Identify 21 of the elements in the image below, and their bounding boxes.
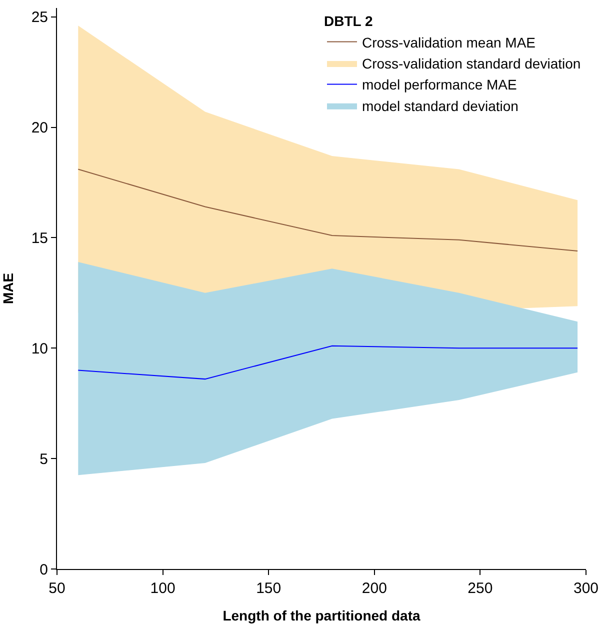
x-tick-label: 50 xyxy=(48,580,66,597)
x-tick-label: 150 xyxy=(256,580,282,597)
x-tick-label: 100 xyxy=(150,580,176,597)
legend-label: Cross-validation standard deviation xyxy=(362,55,581,72)
y-axis-title: MAE xyxy=(0,272,16,304)
y-tick-label: 10 xyxy=(31,340,48,358)
legend-label: model performance MAE xyxy=(362,76,517,93)
y-tick-label: 5 xyxy=(40,450,48,468)
legend-label: model standard deviation xyxy=(362,98,518,114)
x-tick-label: 200 xyxy=(362,580,387,597)
x-tick-label: 250 xyxy=(468,580,493,597)
y-tick-label: 0 xyxy=(40,561,48,578)
legend-title: DBTL 2 xyxy=(324,13,373,30)
legend-label: Cross-validation mean MAE xyxy=(362,34,536,50)
x-axis-title: Length of the partitioned data xyxy=(222,607,420,624)
line-series xyxy=(78,168,578,252)
x-tick-label: 300 xyxy=(573,580,599,597)
y-tick-label: 15 xyxy=(31,230,48,247)
y-tick-label: 25 xyxy=(31,9,48,26)
line-series xyxy=(78,345,578,380)
y-tick-label: 20 xyxy=(31,120,48,137)
